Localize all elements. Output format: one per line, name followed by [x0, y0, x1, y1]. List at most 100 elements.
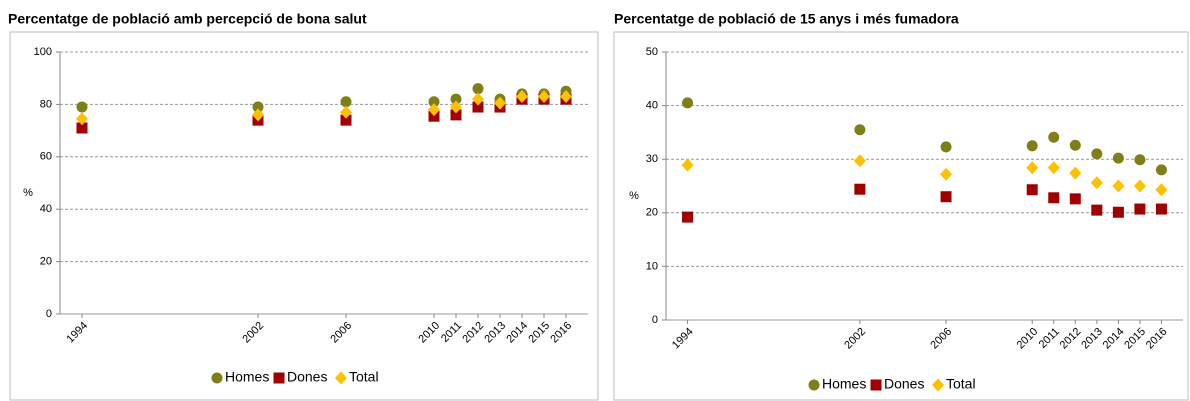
point: [1026, 184, 1038, 196]
point: [940, 191, 952, 203]
y-tick-label: 100: [34, 46, 52, 58]
y-tick-label: 40: [40, 203, 52, 215]
point: [1155, 164, 1167, 176]
x-tick-label: 2014: [1101, 326, 1127, 352]
legend-marker: [870, 379, 882, 391]
x-tick-label: 2012: [1058, 326, 1084, 352]
y-tick-label: 20: [40, 256, 52, 268]
point: [428, 103, 440, 117]
point: [1134, 203, 1146, 215]
x-tick-label: 2002: [240, 320, 266, 346]
point: [1112, 206, 1124, 218]
x-tick-label: 1994: [670, 326, 696, 352]
point: [450, 109, 462, 121]
point: [1069, 166, 1082, 180]
legend-label: Dones: [884, 376, 924, 392]
legend-marker: [932, 378, 944, 392]
legend-label: Homes: [225, 369, 269, 385]
y-axis-label: %: [23, 187, 33, 199]
x-tick-label: 2006: [328, 320, 354, 346]
x-tick-label: 2011: [439, 320, 464, 345]
point: [340, 96, 352, 108]
y-tick-label: 60: [40, 151, 52, 163]
point: [682, 211, 694, 223]
point: [1091, 148, 1103, 160]
y-tick-label: 20: [646, 207, 658, 219]
point: [1069, 139, 1081, 151]
point: [494, 96, 506, 110]
point: [940, 167, 953, 181]
point: [560, 90, 572, 104]
point: [1091, 204, 1103, 216]
point: [450, 100, 462, 114]
point: [76, 122, 88, 134]
x-tick-label: 2014: [504, 320, 530, 346]
x-tick-label: 2015: [526, 320, 552, 346]
point: [1026, 161, 1039, 175]
point: [340, 105, 352, 119]
point: [1026, 140, 1038, 152]
point: [853, 154, 866, 168]
y-tick-label: 10: [646, 260, 658, 272]
frame: [9, 31, 599, 401]
x-tick-label: 2013: [482, 320, 508, 346]
legend-label: Dones: [287, 369, 327, 385]
point: [516, 90, 528, 104]
x-tick-label: 2013: [1079, 326, 1105, 352]
y-tick-label: 50: [646, 46, 658, 58]
point: [1155, 203, 1167, 215]
point: [472, 83, 484, 95]
y-tick-label: 30: [646, 153, 658, 165]
point: [682, 97, 694, 109]
legend-label: Total: [946, 376, 976, 392]
point: [252, 101, 264, 113]
legend-marker: [808, 379, 820, 391]
legend-label: Total: [349, 369, 379, 385]
y-tick-label: 0: [652, 314, 658, 326]
point: [1048, 192, 1060, 204]
point: [1069, 193, 1081, 205]
chart-title: Percentatge de població amb percepció de…: [8, 11, 367, 27]
x-tick-label: 2016: [1144, 326, 1170, 352]
point: [1134, 154, 1146, 166]
point: [1047, 161, 1060, 175]
legend-marker: [211, 372, 223, 384]
point: [1090, 176, 1103, 190]
point: [340, 114, 352, 126]
legend-label: Homes: [822, 376, 866, 392]
point: [76, 112, 88, 126]
point: [1048, 131, 1060, 143]
x-tick-label: 2015: [1122, 326, 1148, 352]
legend-marker: [335, 371, 347, 385]
point: [450, 93, 462, 105]
point: [472, 101, 484, 113]
x-tick-label: 2012: [460, 320, 486, 346]
y-tick-label: 40: [646, 100, 658, 112]
x-tick-label: 1994: [64, 320, 90, 346]
point: [854, 124, 866, 136]
point: [76, 101, 88, 113]
y-tick-label: 0: [46, 308, 52, 320]
point: [854, 183, 866, 195]
point: [538, 90, 550, 104]
x-tick-label: 2016: [548, 320, 574, 346]
legend-marker: [273, 372, 285, 384]
y-axis-label: %: [629, 190, 639, 202]
x-tick-label: 2011: [1037, 326, 1062, 351]
point: [1155, 183, 1168, 197]
point: [681, 158, 694, 172]
chart-title: Percentatge de població de 15 anys i més…: [614, 11, 959, 27]
y-tick-label: 80: [40, 98, 52, 110]
point: [940, 141, 952, 153]
point: [1133, 179, 1146, 193]
x-tick-label: 2006: [928, 326, 954, 352]
frame: [613, 31, 1189, 401]
point: [428, 96, 440, 108]
point: [1112, 179, 1125, 193]
x-tick-label: 2002: [842, 326, 868, 352]
x-tick-label: 2010: [1015, 326, 1041, 352]
x-tick-label: 2010: [416, 320, 442, 346]
point: [252, 108, 264, 122]
point: [472, 92, 484, 106]
